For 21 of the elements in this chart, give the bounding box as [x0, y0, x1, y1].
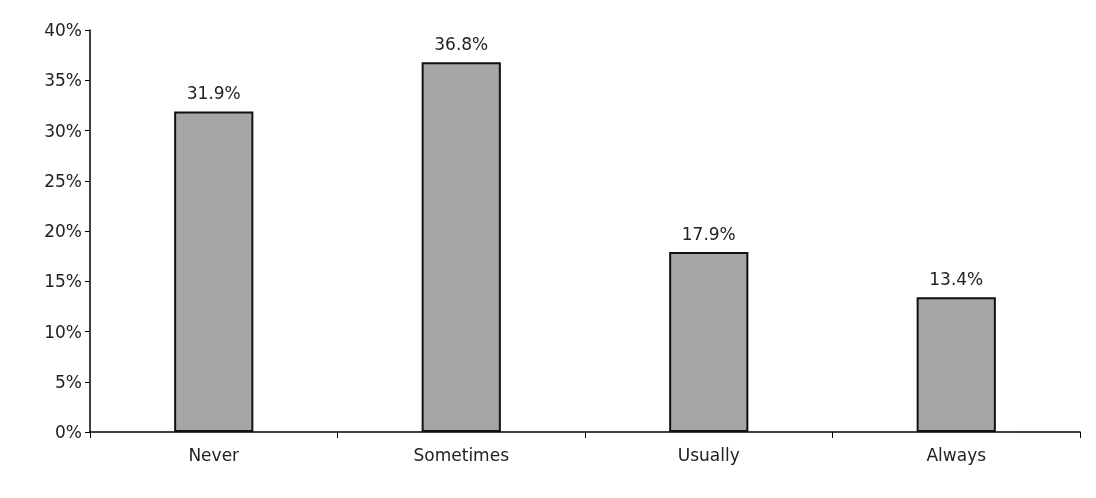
- data-label: 36.8%: [434, 33, 489, 54]
- x-tick-label: Never: [188, 444, 240, 465]
- bar: [174, 111, 254, 432]
- bar: [916, 297, 996, 432]
- y-tick-label: 35%: [44, 70, 82, 91]
- data-label: 17.9%: [681, 223, 736, 244]
- y-tick-label: 5%: [55, 371, 82, 392]
- x-tick-label: Usually: [677, 444, 740, 465]
- y-tick-label: 40%: [44, 20, 82, 40]
- x-tick-label: Always: [926, 444, 987, 465]
- bar: [669, 252, 749, 432]
- y-tick-label: 10%: [44, 321, 82, 342]
- y-tick-label: 25%: [44, 170, 82, 191]
- y-tick-label: 15%: [44, 271, 82, 292]
- x-tick-label: Sometimes: [413, 444, 510, 465]
- y-tick-label: 30%: [44, 120, 82, 141]
- data-label: 31.9%: [186, 82, 241, 103]
- y-tick-label: 20%: [44, 221, 82, 241]
- y-tick-label: 0%: [55, 422, 82, 442]
- bar: [421, 62, 501, 432]
- data-label: 13.4%: [929, 268, 984, 289]
